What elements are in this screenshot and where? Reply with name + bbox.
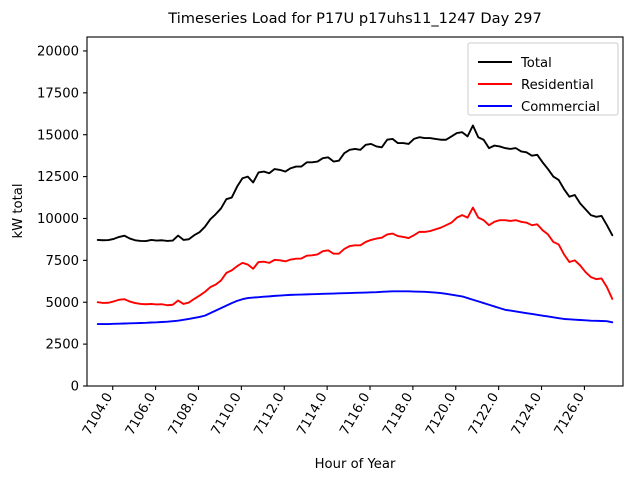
- x-tick-label: 7120.0: [423, 391, 459, 438]
- y-axis-title: kW total: [11, 183, 26, 238]
- x-tick-label: 7104.0: [80, 391, 116, 438]
- y-axis-ticks: 0 2500 5000 7500 10000 12500 15000 17500 20000: [37, 45, 87, 395]
- legend-entries: Total Residential Commercial: [478, 56, 600, 115]
- chart-legend: Total Residential Commercial: [467, 42, 619, 116]
- y-tick-label: 5000: [45, 296, 79, 311]
- legend-label-commercial: Commercial: [521, 100, 600, 115]
- series-line-residential: [96, 206, 614, 307]
- x-tick-label: 7116.0: [337, 391, 373, 438]
- y-tick-label: 7500: [45, 254, 79, 269]
- series-layer: [96, 124, 614, 325]
- legend-background: [467, 42, 619, 116]
- y-tick-label: 2500: [45, 338, 79, 353]
- legend-label-total: Total: [520, 56, 552, 71]
- series-line-total: [96, 124, 614, 243]
- legend-label-residential: Residential: [521, 78, 594, 93]
- x-tick-label: 7126.0: [552, 391, 588, 438]
- plot-frame: [86, 36, 624, 387]
- y-tick-label: 10000: [37, 212, 79, 227]
- x-tick-label: 7114.0: [295, 391, 331, 438]
- x-tick-label: 7118.0: [380, 391, 416, 438]
- x-tick-label: 7110.0: [209, 391, 245, 438]
- series-line-commercial: [96, 290, 614, 325]
- y-tick-label: 20000: [37, 45, 79, 60]
- x-tick-label: 7124.0: [509, 391, 545, 438]
- y-tick-label: 15000: [37, 128, 79, 143]
- x-axis-title: Hour of Year: [315, 457, 396, 472]
- y-tick-label: 0: [71, 380, 79, 395]
- x-tick-label: 7122.0: [466, 391, 502, 438]
- chart-title: Timeseries Load for P17U p17uhs11_1247 D…: [167, 10, 542, 27]
- y-tick-label: 17500: [37, 86, 79, 101]
- x-tick-label: 7106.0: [123, 391, 159, 438]
- y-tick-label: 12500: [37, 170, 79, 185]
- x-axis-ticks: 7104.0 7106.0 7108.0 7110.0 7112.0 7114.0 7116…: [80, 386, 588, 438]
- x-tick-label: 7108.0: [166, 391, 202, 438]
- x-tick-label: 7112.0: [252, 391, 288, 438]
